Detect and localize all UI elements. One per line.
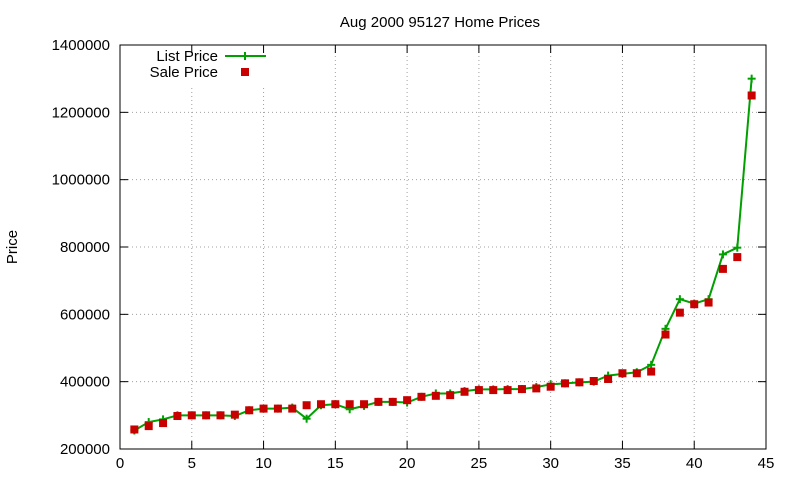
- sale-price-point: [489, 386, 498, 395]
- sale-price-point: [632, 369, 641, 378]
- list-price-point: [718, 250, 727, 259]
- sale-price-point: [360, 400, 369, 409]
- sale-price-point: [159, 419, 168, 428]
- sale-price-point: [374, 397, 383, 406]
- y-axis-label: Price: [4, 230, 21, 264]
- list-price-point: [733, 243, 742, 252]
- list-price-point: [647, 360, 656, 369]
- x-tick-label: 30: [542, 455, 559, 472]
- y-tick-label: 200000: [60, 441, 110, 458]
- y-tick-label: 800000: [60, 239, 110, 256]
- sale-price-point: [316, 400, 325, 409]
- x-tick-label: 0: [116, 455, 124, 472]
- sale-price-point: [302, 401, 311, 410]
- list-price-point: [675, 295, 684, 304]
- sale-price-point: [561, 379, 570, 388]
- chart-title: Aug 2000 95127 Home Prices: [340, 14, 540, 31]
- sale-price-point: [546, 382, 555, 391]
- y-tick-label: 1200000: [52, 104, 110, 121]
- sale-price-point: [589, 376, 598, 385]
- x-tick-label: 40: [686, 455, 703, 472]
- sale-price-point: [675, 308, 684, 317]
- sale-price-point: [474, 386, 483, 395]
- x-tick-label: 45: [758, 455, 775, 472]
- x-tick-label: 15: [327, 455, 344, 472]
- y-tick-label: 600000: [60, 306, 110, 323]
- x-tick-label: 5: [188, 455, 196, 472]
- legend-label-sale-price: Sale Price: [150, 64, 218, 81]
- y-tick-label: 1000000: [52, 172, 110, 189]
- list-price-line: [133, 78, 753, 432]
- sale-price-point: [604, 374, 613, 383]
- sale-price-point: [575, 378, 584, 387]
- sale-price-point: [345, 400, 354, 409]
- x-tick-label: 10: [255, 455, 272, 472]
- x-tick-label: 35: [614, 455, 631, 472]
- sale-price-point: [202, 411, 211, 420]
- x-tick-label: 25: [471, 455, 488, 472]
- series-layer: [130, 74, 756, 435]
- sale-price-point: [747, 91, 756, 100]
- sale-price-point: [273, 404, 282, 413]
- y-tick-label: 400000: [60, 374, 110, 391]
- sale-price-point: [288, 404, 297, 413]
- sale-price-point: [446, 391, 455, 400]
- grid-layer: [120, 45, 766, 449]
- sale-price-point: [187, 411, 196, 420]
- sale-price-point: [704, 298, 713, 307]
- list-price-point: [747, 74, 756, 83]
- sale-price-point: [173, 412, 182, 421]
- sale-price-point: [230, 410, 239, 419]
- sale-price-point: [331, 400, 340, 409]
- sale-price-point: [460, 387, 469, 396]
- sale-price-point: [417, 392, 426, 401]
- sale-price-point: [144, 422, 153, 431]
- sale-price-point: [130, 425, 139, 434]
- sale-price-point: [517, 385, 526, 394]
- sale-price-point: [618, 369, 627, 378]
- sale-price-point: [245, 406, 254, 415]
- sale-price-point: [403, 396, 412, 405]
- axes-layer: 0 5 10 15 20 25 30 35 40 45 200000 400000 600000 8000…: [52, 37, 775, 472]
- sale-price-point: [532, 384, 541, 393]
- sale-price-point: [503, 386, 512, 395]
- sale-price-point: [718, 264, 727, 273]
- sale-price-point: [690, 300, 699, 309]
- sale-price-point: [216, 411, 225, 420]
- sale-price-point: [431, 391, 440, 400]
- x-tick-label: 20: [399, 455, 416, 472]
- legend-label-list-price: List Price: [156, 48, 218, 65]
- sale-price-point: [388, 397, 397, 406]
- list-price-point: [302, 414, 311, 423]
- sale-price-point: [733, 253, 742, 262]
- legend-marker-sale-price: [241, 68, 249, 76]
- sale-price-point: [647, 367, 656, 376]
- sale-price-point: [259, 404, 268, 413]
- sale-price-point: [661, 330, 670, 339]
- y-tick-label: 1400000: [52, 37, 110, 54]
